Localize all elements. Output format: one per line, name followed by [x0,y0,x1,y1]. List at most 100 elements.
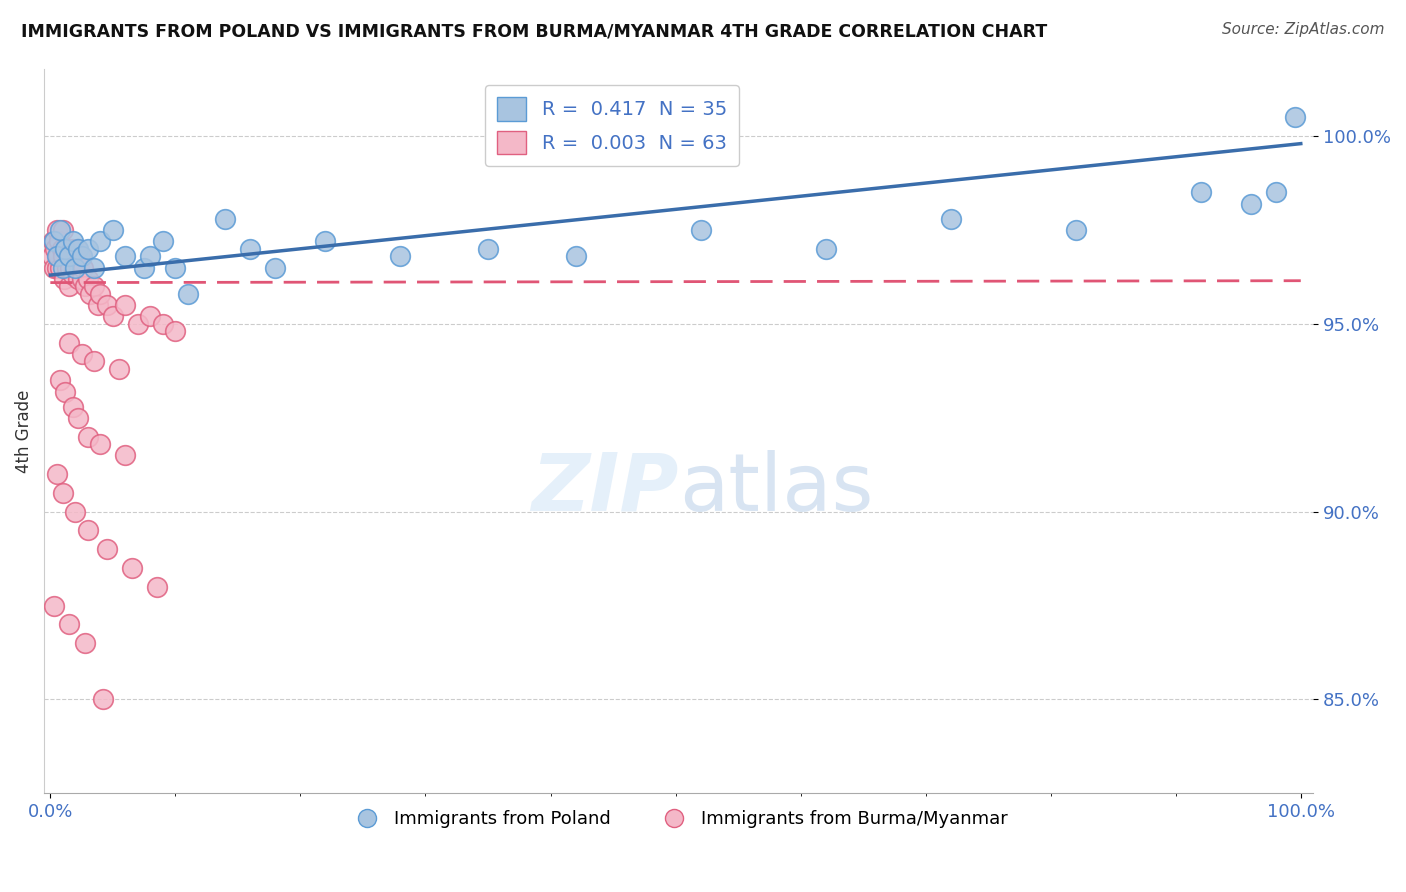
Point [77,242,100,256]
Point [72,260,94,275]
Point [62,400,84,414]
Point [65,505,87,519]
Point [264,260,287,275]
Point [42,234,65,248]
Text: IMMIGRANTS FROM POLAND VS IMMIGRANTS FROM BURMA/MYANMAR 4TH GRADE CORRELATION CH: IMMIGRANTS FROM POLAND VS IMMIGRANTS FRO… [21,22,1047,40]
Point [67,260,90,275]
Point [56,249,79,263]
Point [89,437,111,451]
Point [89,286,111,301]
Point [127,317,149,331]
Point [165,325,187,339]
Point [52,249,75,263]
Point [60,242,83,256]
Point [239,242,262,256]
Point [1189,186,1212,200]
Point [53,272,76,286]
Legend: Immigrants from Poland, Immigrants from Burma/Myanmar: Immigrants from Poland, Immigrants from … [342,803,1015,835]
Point [87,298,110,312]
Point [55,260,77,275]
Point [77,429,100,443]
Point [49,373,72,387]
Point [389,249,412,263]
Point [62,268,84,282]
Point [53,242,76,256]
Point [66,242,89,256]
Point [939,211,962,226]
Point [42,260,65,275]
Point [58,335,80,350]
Point [121,561,143,575]
Point [314,234,336,248]
Point [49,223,72,237]
Point [66,410,89,425]
Point [134,260,156,275]
Point [139,249,162,263]
Point [66,272,89,286]
Point [101,310,124,324]
Point [42,599,65,613]
Point [58,249,80,263]
Point [42,234,65,248]
Point [77,524,100,538]
Point [1264,186,1286,200]
Point [1064,223,1087,237]
Point [45,260,67,275]
Point [139,310,162,324]
Point [145,580,167,594]
Point [45,467,67,482]
Point [108,362,131,376]
Point [83,260,105,275]
Point [83,354,105,368]
Y-axis label: 4th Grade: 4th Grade [15,389,32,473]
Point [89,234,111,248]
Point [75,636,97,650]
Point [58,617,80,632]
Point [46,249,69,263]
Point [51,242,73,256]
Point [214,211,236,226]
Point [63,249,86,263]
Point [165,260,187,275]
Point [114,448,136,462]
Point [44,242,66,256]
Point [48,234,70,248]
Point [152,317,174,331]
Point [53,384,76,399]
Point [45,249,67,263]
Point [69,249,91,263]
Point [152,234,174,248]
Point [52,223,75,237]
Point [49,260,72,275]
Point [96,542,118,557]
Point [114,249,136,263]
Point [52,260,75,275]
Point [70,347,93,361]
Point [53,242,76,256]
Point [70,249,93,263]
Point [114,298,136,312]
Point [101,223,124,237]
Point [1240,196,1263,211]
Point [75,279,97,293]
Point [65,260,87,275]
Point [41,249,63,263]
Point [477,242,499,256]
Point [59,260,82,275]
Point [96,298,118,312]
Point [45,223,67,237]
Point [65,242,87,256]
Text: ZIP: ZIP [531,450,679,528]
Point [814,242,837,256]
Point [65,260,87,275]
Point [79,286,101,301]
Point [83,279,105,293]
Point [564,249,586,263]
Point [177,286,200,301]
Point [58,279,80,293]
Point [91,692,114,706]
Text: atlas: atlas [679,450,873,528]
Point [52,486,75,500]
Point [689,223,711,237]
Point [1284,111,1306,125]
